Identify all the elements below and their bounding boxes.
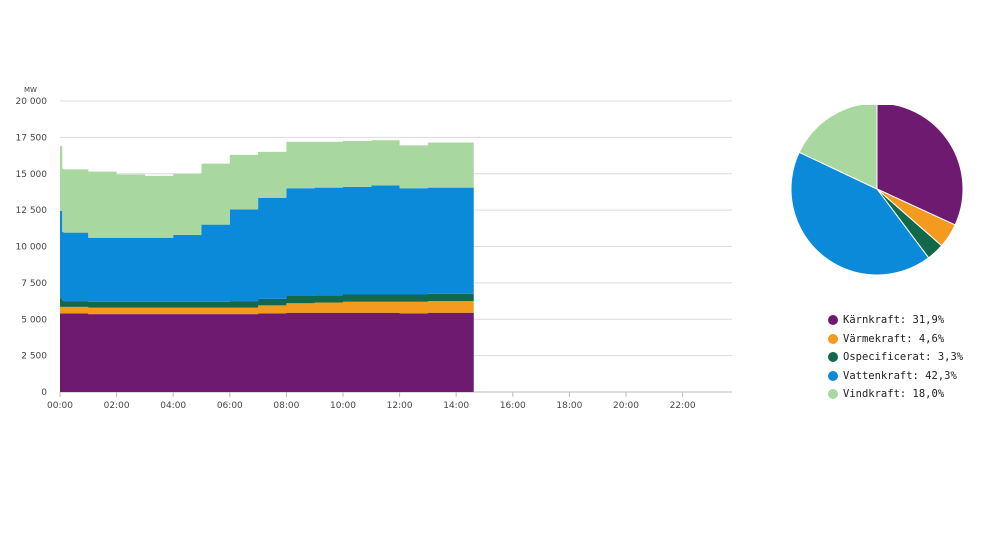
- legend-swatch-vindkraft: [828, 389, 838, 400]
- area-series-vattenkraft[interactable]: [60, 185, 474, 302]
- legend-label: Värmekraft: 4,6%: [843, 332, 945, 345]
- y-tick-label: 10 000: [16, 243, 48, 253]
- y-tick-label: 0: [41, 388, 47, 398]
- y-tick-label: 5 000: [21, 315, 47, 325]
- x-tick-label: 06:00: [217, 401, 243, 411]
- stacked-area-chart: MW 20 000 17 500 15 000 12 500 10 000 7 500 5 …: [16, 86, 732, 411]
- x-tick-label: 18:00: [556, 401, 582, 411]
- pie-slice-vindkraft[interactable]: [798, 105, 878, 190]
- x-tick-label: 00:00: [47, 401, 73, 411]
- x-tick-label: 02:00: [104, 401, 130, 411]
- legend-item[interactable]: Ospecificerat: 3,3%: [828, 348, 963, 367]
- legend-label: Vindkraft: 18,0%: [843, 388, 945, 401]
- x-tick-label: 04:00: [160, 401, 186, 411]
- x-tick-label: 16:00: [500, 401, 526, 411]
- legend-item[interactable]: Vattenkraft: 42,3%: [828, 367, 963, 386]
- legend-swatch-varmekraft: [828, 333, 838, 344]
- y-tick-label: 12 500: [16, 206, 48, 216]
- x-tick-label: 14:00: [443, 401, 469, 411]
- x-tick-label: 12:00: [387, 401, 413, 411]
- pie-chart: [790, 105, 964, 276]
- legend-item[interactable]: Värmekraft: 4,6%: [828, 330, 963, 349]
- legend-label: Vattenkraft: 42,3%: [843, 369, 957, 382]
- y-tick-label: 17 500: [16, 133, 48, 143]
- area-series-varmekraft[interactable]: [60, 301, 474, 315]
- legend-label: Ospecificerat: 3,3%: [843, 351, 964, 364]
- x-tick-label: 10:00: [330, 401, 356, 411]
- pie-legend: Kärnkraft: 31,9% Värmekraft: 4,6% Ospeci…: [828, 311, 963, 404]
- legend-item[interactable]: Vindkraft: 18,0%: [828, 385, 963, 404]
- legend-swatch-vattenkraft: [828, 370, 838, 381]
- y-tick-label: 7 500: [21, 279, 47, 289]
- legend-label: Kärnkraft: 31,9%: [843, 314, 945, 327]
- y-tick-label: 2 500: [21, 352, 47, 362]
- y-tick-label: 15 000: [16, 170, 48, 180]
- legend-swatch-ospecificerat: [828, 352, 838, 363]
- area-series-vindkraft[interactable]: [60, 140, 474, 238]
- y-axis-unit: MW: [24, 86, 37, 94]
- y-tick-label: 20 000: [16, 97, 48, 107]
- area-series-karnkraft[interactable]: [60, 312, 474, 392]
- pie-slice-vattenkraft[interactable]: [790, 151, 930, 276]
- pie-slice-karnkraft[interactable]: [876, 105, 964, 226]
- area-series-ospecificerat[interactable]: [60, 293, 474, 308]
- x-tick-label: 20:00: [613, 401, 639, 411]
- legend-swatch-karnkraft: [828, 315, 838, 326]
- x-tick-label: 22:00: [670, 401, 696, 411]
- legend-item[interactable]: Kärnkraft: 31,9%: [828, 311, 963, 330]
- x-tick-label: 08:00: [273, 401, 299, 411]
